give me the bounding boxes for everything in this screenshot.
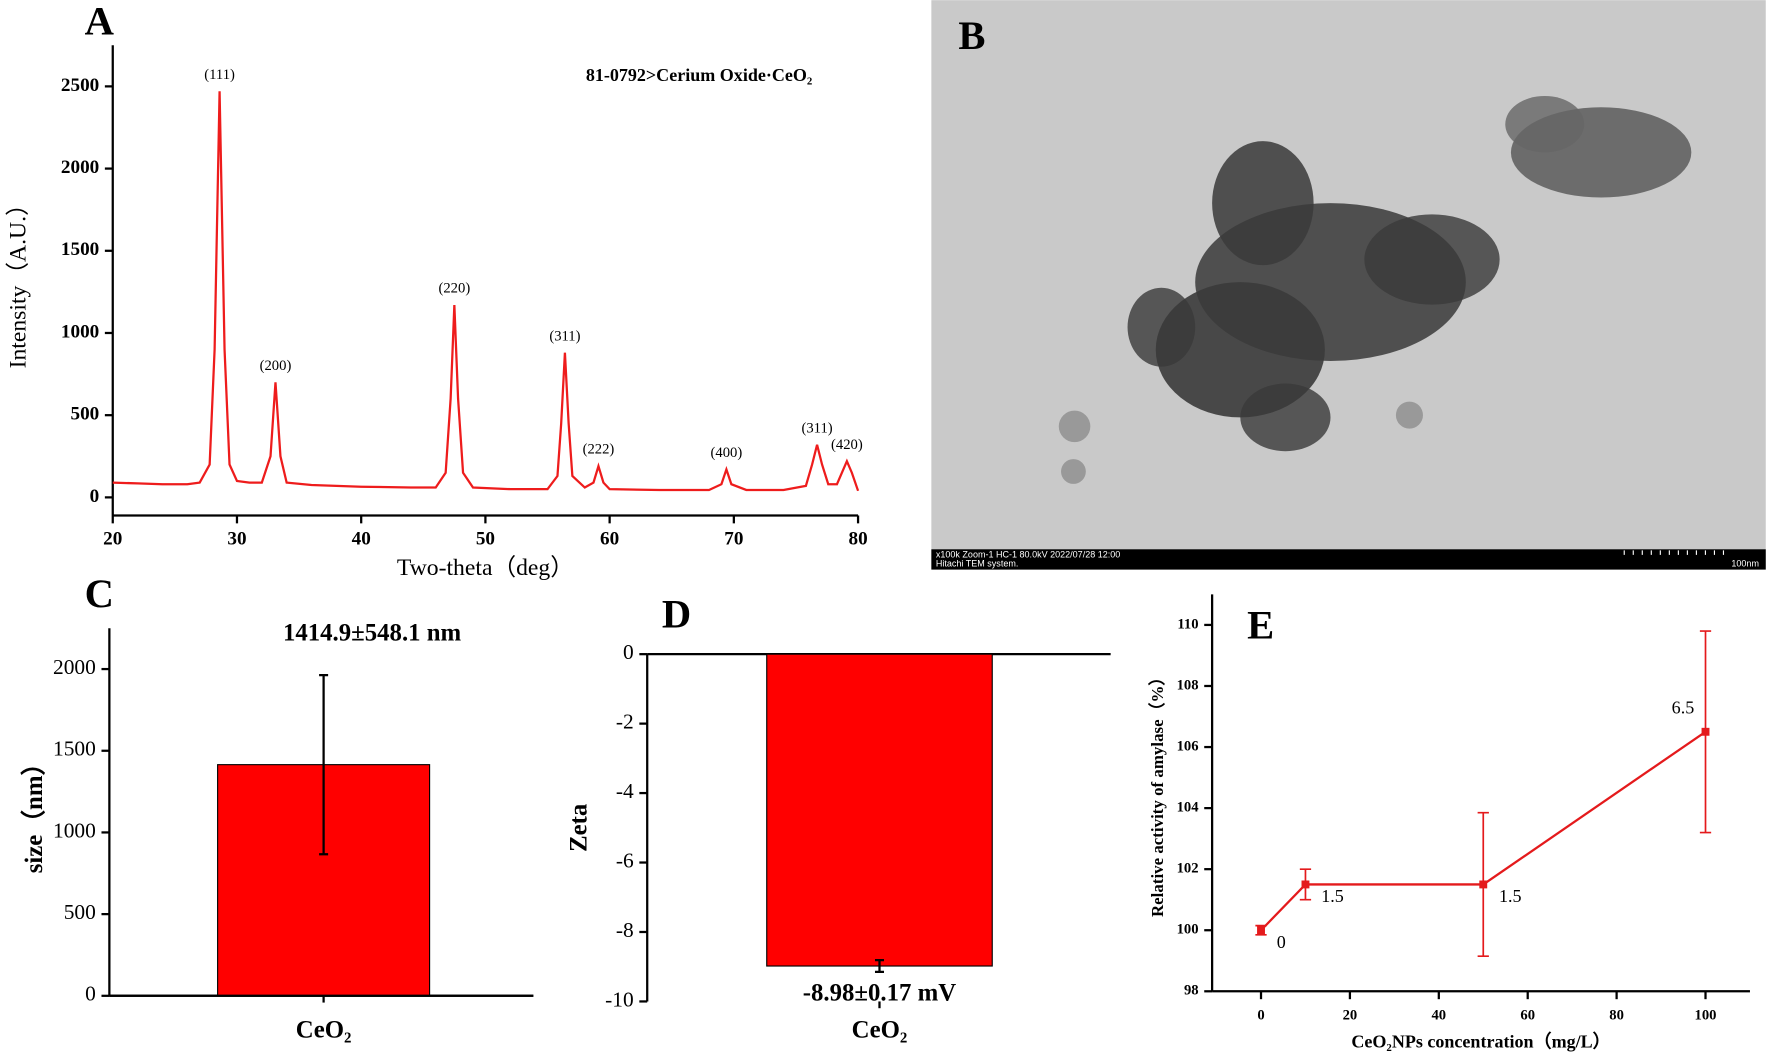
x-tick-label: 80 [1609, 1007, 1624, 1023]
bar [766, 653, 993, 967]
peak-label: (311) [549, 328, 580, 344]
y-tick-label: 1000 [53, 818, 96, 842]
y-tick-label: 102 [1177, 861, 1199, 877]
y-tick-label: -8 [616, 918, 634, 942]
scale-bar-label: 100nm [1731, 558, 1759, 568]
x-tick-label: 20 [1343, 1007, 1358, 1023]
y-tick-label: 1000 [61, 321, 99, 342]
x-tick-label: 20 [103, 529, 122, 550]
y-tick-label: 0 [85, 982, 96, 1006]
annotation: 81-0792>Cerium Oxide·CeO₂ [586, 65, 813, 85]
x-tick-label: 30 [227, 529, 246, 550]
peak-label: (111) [204, 67, 235, 83]
y-axis-label: Relative activity of amylase（%） [1147, 669, 1167, 917]
y-tick-label: 500 [70, 404, 99, 425]
y-tick-label: 0 [90, 486, 100, 507]
y-tick-label: 98 [1184, 983, 1199, 999]
particles [1058, 96, 1692, 484]
x-axis-label: CeO₂NPs concentration（mg/L） [1351, 1031, 1610, 1051]
panel-letter: A [85, 0, 114, 43]
y-tick-label: 108 [1177, 677, 1199, 693]
x-tick-label: 80 [848, 529, 867, 550]
marker [1479, 880, 1488, 889]
error-bar [874, 958, 885, 974]
tem-caption: x100k Zoom-1 HC-1 80.0kV 2022/07/28 12:0… [936, 549, 1120, 559]
y-tick-label: 0 [623, 640, 634, 664]
tem-image: x100k Zoom-1 HC-1 80.0kV 2022/07/28 12:0… [931, 0, 1766, 570]
peak-label: (200) [260, 358, 292, 374]
y-tick-label: 2500 [61, 75, 99, 96]
category-label: CeO₂ [852, 1017, 908, 1044]
y-tick-label: -2 [616, 710, 634, 734]
x-tick-label: 70 [724, 529, 743, 550]
panel-letter: C [85, 571, 114, 616]
y-tick-label: 106 [1177, 738, 1199, 754]
point-label: 1.5 [1321, 886, 1344, 906]
x-tick-label: 40 [1431, 1007, 1446, 1023]
marker [1257, 926, 1265, 935]
y-axis-label: Zeta [565, 803, 592, 852]
point-label: 1.5 [1499, 886, 1522, 906]
x-tick-label: 60 [600, 529, 619, 550]
peak-label: (220) [438, 281, 470, 297]
x-tick-label: 100 [1695, 1007, 1717, 1023]
x-tick-label: 40 [352, 529, 371, 550]
bar-title: -8.98±0.17 mV [803, 979, 957, 1006]
tem-system: Hitachi TEM system. [936, 558, 1019, 568]
peak-label: (400) [711, 445, 743, 461]
marker [1701, 727, 1710, 736]
y-axis-label: size（nm） [19, 751, 48, 874]
peak-label: (420) [831, 437, 863, 453]
y-tick-label: -4 [616, 779, 634, 803]
category-label: CeO₂ [296, 1017, 352, 1044]
x-tick-label: 50 [476, 529, 495, 550]
point-label: 0 [1277, 932, 1286, 952]
y-tick-label: 2000 [61, 157, 99, 178]
y-tick-label: 2000 [53, 655, 96, 679]
y-tick-label: 1500 [53, 737, 96, 761]
y-tick-label: 110 [1177, 616, 1198, 632]
peak-label: (311) [801, 420, 832, 436]
peak-label: (222) [583, 442, 615, 458]
x-tick-label: 0 [1257, 1007, 1264, 1023]
data-line [1260, 730, 1707, 932]
y-tick-label: 100 [1177, 922, 1199, 938]
point-label: 6.5 [1672, 697, 1695, 717]
y-tick-label: 1500 [61, 239, 99, 260]
x-tick-label: 60 [1520, 1007, 1535, 1023]
y-tick-label: -6 [616, 848, 634, 872]
data-line [112, 91, 860, 492]
panel-letter: E [1247, 603, 1274, 648]
panel-letter: D [662, 591, 691, 636]
y-tick-label: -10 [605, 987, 634, 1011]
panel-letter: B [958, 13, 985, 58]
x-axis-label: Two-theta（deg） [397, 555, 574, 581]
bar-title: 1414.9±548.1 nm [283, 620, 462, 647]
marker [1301, 880, 1310, 889]
y-axis-label: Intensity（A.U.） [6, 192, 32, 368]
error-bar [319, 673, 329, 856]
info-bar [931, 549, 1766, 570]
y-tick-label: 500 [64, 900, 96, 924]
y-tick-label: 104 [1177, 799, 1200, 815]
